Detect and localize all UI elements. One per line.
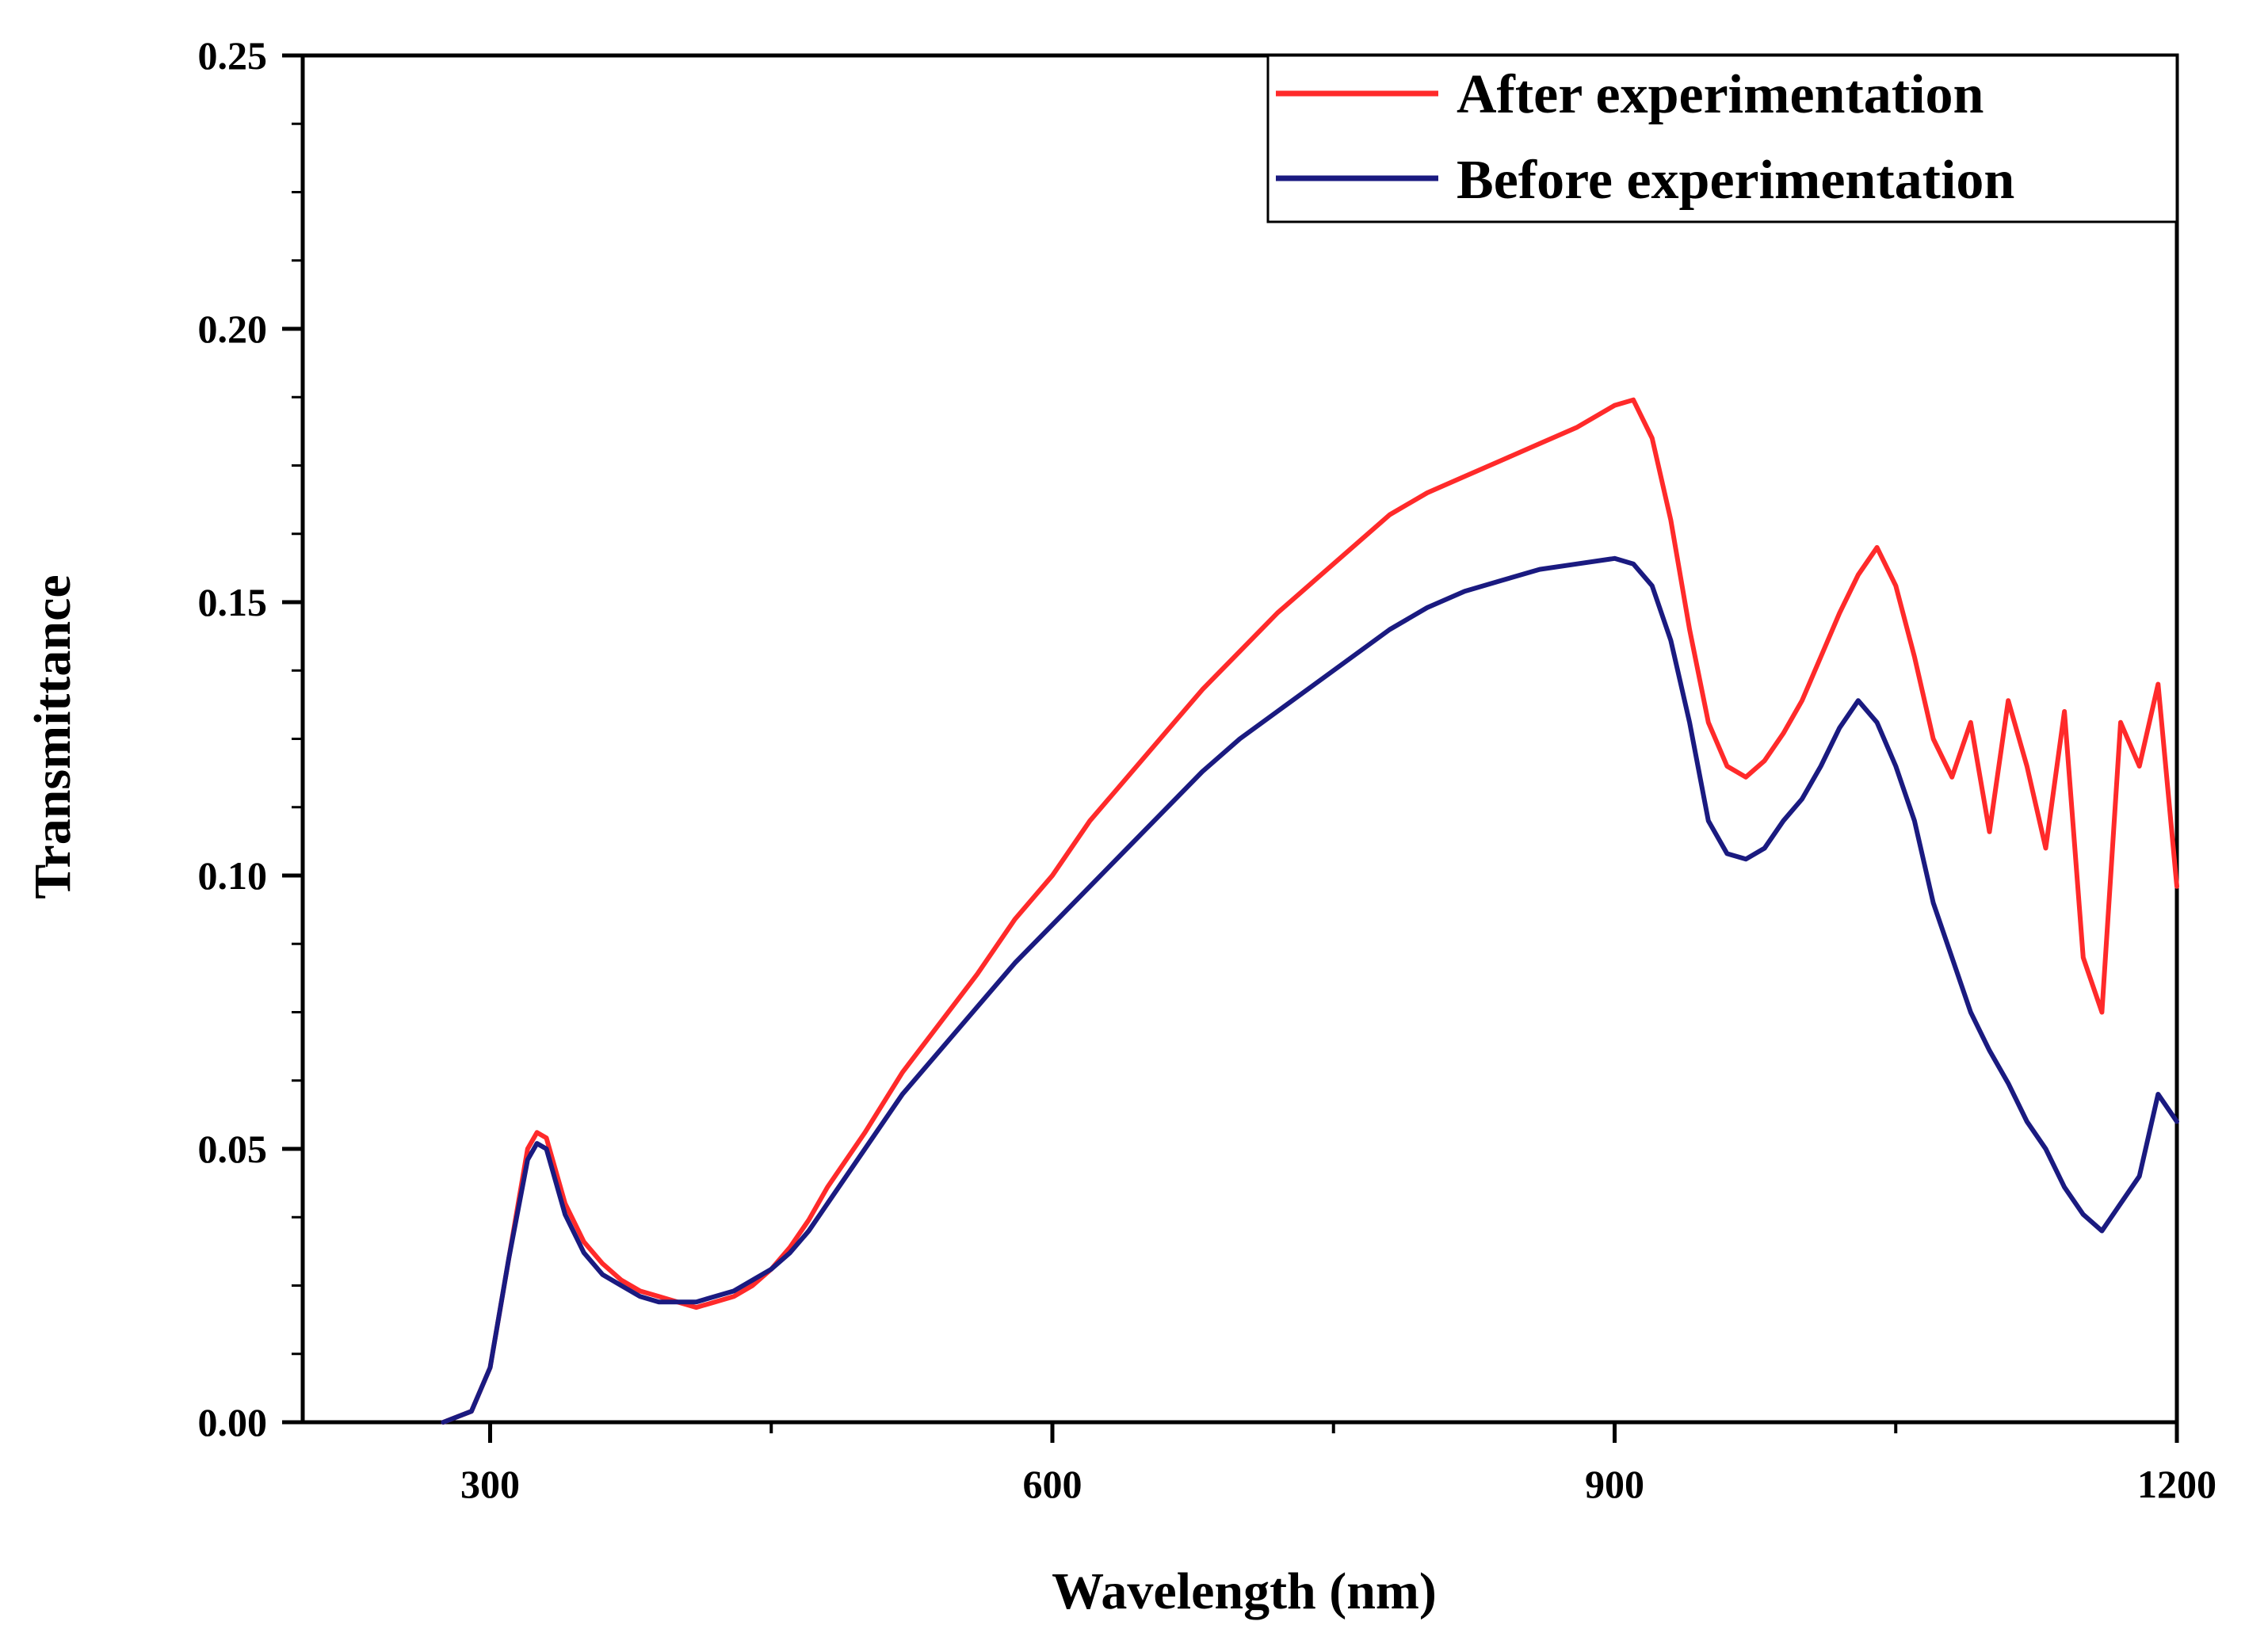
x-tick-label: 1200 [2137,1462,2216,1506]
series-lines [441,397,2179,1425]
x-tick-label: 600 [1023,1462,1082,1506]
y-tick-label: 0.15 [198,580,268,624]
y-tick-label: 0.10 [198,853,268,898]
x-axis-title: Wavelength (nm) [1052,1562,1437,1620]
y-tick-label: 0.20 [198,307,268,351]
axis-ticks: 300 600 900 1200 0.00 0.05 0.10 0.15 0.20 0.25 [198,33,2217,1506]
x-tick-label: 900 [1585,1462,1644,1506]
y-tick-label: 0.05 [198,1127,268,1171]
legend-box [1266,54,2178,223]
legend-label-before: Before experimentation [1457,150,2014,211]
legend-label-after: After experimentation [1457,64,1984,125]
y-tick-label: 0.25 [198,33,268,78]
series-line-before [441,555,2179,1425]
x-tick-label: 300 [460,1462,520,1506]
y-tick-label: 0.00 [198,1400,268,1444]
series-line-after [441,397,2179,1425]
y-axis-title: Transmittance [24,574,82,898]
legend: After experimentation Before experimenta… [1266,54,2178,223]
